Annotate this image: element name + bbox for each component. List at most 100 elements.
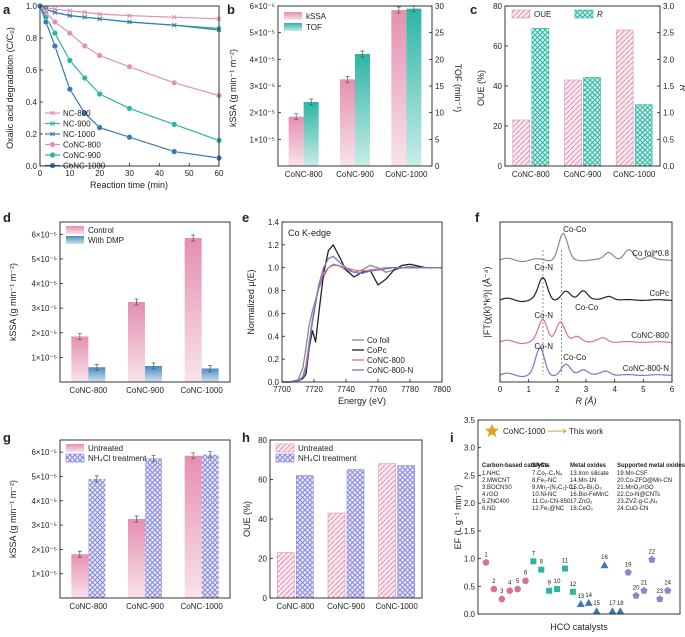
scatter-point <box>538 566 545 573</box>
bar-NH₄Cl treatment <box>88 478 106 598</box>
panel-h: h 0 20 40 60 80 CoNC-800 CoNC-900 CoNC-1000 OUE… <box>242 430 423 611</box>
y-tick-label: 6×10⁻⁵ <box>249 2 275 11</box>
legend-label: NC-1000 <box>63 130 96 139</box>
category-label: CoNC-900 <box>126 602 164 611</box>
y2-tick-label: 30 <box>435 2 444 11</box>
bar-Control <box>128 302 145 382</box>
data-point-NC-800 <box>171 14 177 20</box>
data-point-CoNC-1000 <box>51 43 58 50</box>
data-point-NC-1000 <box>171 22 177 28</box>
data-point-NC-800 <box>82 10 88 15</box>
point-id-label: 18 <box>617 601 624 607</box>
scatter-point <box>592 607 601 615</box>
y2-tick-label: 10 <box>435 109 444 118</box>
point-id-label: 7 <box>532 551 536 557</box>
point-id-label: 21 <box>641 581 648 587</box>
plot-frame-g <box>59 439 231 599</box>
plot-frame-c <box>504 5 661 167</box>
y-tick-label: 1×10⁻⁵ <box>249 135 275 144</box>
panel-g: g 1×10⁻⁵ 2×10⁻⁵ 3×10⁻⁵ 4×10⁻⁵ 5×10⁻⁵ 6×10⁻⁵ Co… <box>3 430 231 611</box>
spectrum-label: CoPc <box>649 289 669 298</box>
error-bar <box>208 365 213 372</box>
error-bar <box>134 515 139 523</box>
x-tick-label: 30 <box>125 169 134 178</box>
arrow-icon <box>548 428 567 434</box>
data-point-CoNC-900 <box>96 90 103 97</box>
bar-Untreated <box>277 552 295 599</box>
legend-marker <box>49 162 56 169</box>
scatter-point <box>546 587 553 594</box>
panel-label-f: f <box>475 210 480 225</box>
y2-tick-label: 2.5 <box>663 29 675 38</box>
bar-NH₄Cl treatment <box>201 454 219 598</box>
bar-Control <box>184 238 202 382</box>
legend-label: Untreated <box>298 444 333 453</box>
series-line-CoPc <box>282 244 442 383</box>
plot-frame-a <box>39 5 220 167</box>
y2-tick-label: 25 <box>435 29 444 38</box>
x-tick-label: 10 <box>65 169 74 178</box>
y-tick-label: 1×10⁻⁵ <box>31 570 57 579</box>
y-tick-label: 6×10⁻⁵ <box>31 448 57 457</box>
x-axis-label-e: Energy (eV) <box>338 396 386 406</box>
y-tick-label: 0.4 <box>268 332 280 341</box>
y-axis-label-b: kSSA (g min⁻¹ m⁻²) <box>228 49 238 127</box>
y2-tick-label: 0.0 <box>663 162 675 171</box>
group-item: 20.Co-ZFO@Mn-CN <box>617 478 672 484</box>
bar-OUE <box>564 79 582 167</box>
x-tick-label: 7720 <box>305 385 323 394</box>
y-tick-label: 1.5 <box>464 527 476 536</box>
y2-tick-label: 0 <box>435 162 440 171</box>
y-tick-label: 1.0 <box>26 2 38 11</box>
group-item: 8.Fe₁-NC <box>532 478 557 484</box>
group-item: 22.Co-N@CNTs <box>617 492 660 498</box>
group-title: SACs <box>532 463 549 469</box>
y-tick-label: 2×10⁻⁵ <box>31 545 57 554</box>
legend-label: OUE <box>534 10 551 19</box>
group-title: Carbon-based catalysts <box>482 463 550 469</box>
highlight-note: This work <box>569 427 604 436</box>
scatter-point <box>522 577 529 585</box>
category-label: CoNC-800 <box>69 386 107 395</box>
scatter-point <box>584 598 593 606</box>
y-tick-label: 5×10⁻⁵ <box>31 472 57 481</box>
x-tick-label: 7800 <box>433 385 451 394</box>
data-point-CoNC-800 <box>126 63 133 70</box>
y-axis-label-h: OUE (%) <box>242 501 252 537</box>
legend-swatch <box>574 9 594 19</box>
panel-label-c: c <box>470 2 477 17</box>
y2-tick-label: 3.0 <box>663 2 675 11</box>
scatter-point <box>616 607 625 615</box>
x-tick-label: 5 <box>641 385 646 394</box>
panel-label-d: d <box>3 210 11 225</box>
x-tick-label: 1 <box>526 385 531 394</box>
panel-f: f 0 1 2 3 4 5 6 Co foil*0.8 CoPc CoNC-800 CoNC-800… <box>475 210 675 406</box>
plot-frame-f <box>499 221 673 383</box>
y-axis-label-g: kSSA (g min⁻¹ m⁻²) <box>8 480 18 558</box>
x-tick-label: 7780 <box>401 385 419 394</box>
legend-label: Untreated <box>88 444 123 453</box>
y-tick-label: 3×10⁻⁵ <box>31 521 57 530</box>
spectrum-label: CoNC-800 <box>631 331 669 340</box>
point-id-label: 22 <box>649 550 656 556</box>
highlight-star-icon <box>484 423 500 438</box>
panel-label-b: b <box>227 2 235 17</box>
x-tick-label: 20 <box>95 169 104 178</box>
y-tick-label: 3×10⁻⁵ <box>31 304 57 313</box>
x-tick-label: 4 <box>612 385 617 394</box>
group-item: 12.Fe₁@NC <box>532 506 565 512</box>
category-label: CoNC-1000 <box>376 602 419 611</box>
bar-Untreated <box>378 463 396 599</box>
y-tick-label: 6×10⁻⁵ <box>31 230 57 239</box>
scatter-point <box>506 587 513 595</box>
group-item: 5.ZNC400 <box>482 499 510 505</box>
panel-label-i: i <box>450 430 454 445</box>
y2-tick-label: 1.5 <box>663 82 675 91</box>
x-tick-label: 6 <box>670 385 675 394</box>
bar-kSSA <box>340 79 355 166</box>
group-item: 7.Co₁-C₃N₄ <box>532 471 563 477</box>
group-item: 6.ND <box>482 506 496 512</box>
point-id-label: 9 <box>548 581 552 587</box>
group-item: 1.NHC <box>482 471 501 477</box>
legend-label: R <box>597 10 603 19</box>
